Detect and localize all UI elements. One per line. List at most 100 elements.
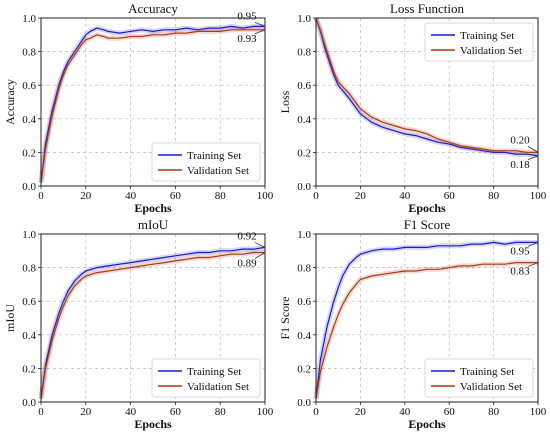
y-tick-label: 0.8 [22,263,36,275]
x-tick-label: 60 [170,406,182,418]
legend-label: Training Set [460,30,514,42]
x-tick-label: 60 [170,190,182,202]
end-value-annotation: 0.89 [237,257,257,269]
chart-title: mIoU [138,217,169,232]
y-tick-label: 1.0 [297,229,311,241]
y-tick-label: 0.2 [297,147,311,159]
legend: Training Set Validation Set [151,142,261,182]
series-line-validation [40,251,265,399]
y-tick-label: 0.2 [297,363,311,375]
end-value-annotation: 0.95 [510,245,530,257]
x-tick-label: 0 [313,406,319,418]
series-line-validation [40,29,265,183]
x-tick-label: 100 [257,190,274,202]
x-axis-label: Epochs [134,417,172,431]
x-tick-label: 20 [80,190,92,202]
x-tick-label: 20 [355,190,367,202]
legend-label: Training Set [187,150,241,162]
y-tick-label: 0.6 [297,296,311,308]
y-tick-label: 0.8 [22,47,36,59]
legend: Training Set Validation Set [151,358,261,398]
annotation-leader [527,262,539,267]
series-line-training [40,25,265,183]
annotation-leader [254,22,266,27]
y-axis-label: F1 Score [278,297,292,340]
y-tick-label: 0.2 [22,147,36,159]
y-tick-label: 0.4 [22,330,36,342]
plot-frame [40,233,266,403]
y-tick-label: 0.6 [22,296,36,308]
x-axis-label: Epochs [408,417,446,431]
annotation-leader [254,252,266,259]
series-line-validation [315,17,538,153]
x-tick-label: 100 [530,406,547,418]
annotation-leader [527,146,539,153]
x-tick-label: 80 [488,406,500,418]
legend-box [424,22,534,62]
plot-frame [315,233,539,403]
x-tick-label: 100 [257,406,274,418]
legend: Training Set Validation Set [424,358,534,398]
x-tick-label: 100 [530,190,547,202]
x-tick-label: 80 [488,190,500,202]
y-tick-label: 0.2 [22,363,36,375]
end-value-annotation: 0.93 [237,33,257,45]
x-tick-label: 20 [355,406,367,418]
x-tick-label: 20 [80,406,92,418]
annotation-leader [254,29,266,35]
y-tick-label: 0.4 [297,330,311,342]
y-axis-label: Accuracy [3,79,17,125]
annotation-leader [254,242,266,248]
y-tick-label: 0.0 [22,397,36,409]
x-axis-label: Epochs [408,201,446,215]
y-tick-label: 0.8 [297,47,311,59]
chart-panel-3: 0 20 40 60 80 100 0.0 0.2 0.4 0.6 0.8 1.0 mIoU Epochs… [3,217,274,431]
x-axis-label: Epochs [134,201,172,215]
x-tick-label: 60 [444,406,456,418]
y-tick-label: 1.0 [22,229,36,241]
legend-label: Validation Set [460,45,522,57]
x-tick-label: 40 [125,190,137,202]
end-value-annotation: 0.20 [510,134,530,146]
x-tick-label: 60 [444,190,456,202]
legend-box [151,358,261,398]
series-line-validation [315,262,538,399]
series-line-training [315,17,539,157]
legend-label: Training Set [460,366,514,378]
annotation-leader [527,242,539,247]
legend-label: Validation Set [187,165,249,177]
x-tick-label: 0 [313,190,319,202]
end-value-annotation: 0.95 [237,10,257,22]
chart-panel-4: 0 20 40 60 80 100 0.0 0.2 0.4 0.6 0.8 1.0 F1 Score Ep… [278,217,547,431]
chart-title: F1 Score [404,217,451,232]
y-tick-label: 0.4 [297,114,311,126]
y-axis-label: mIoU [3,304,17,332]
legend-label: Training Set [187,366,241,378]
x-tick-label: 0 [38,406,44,418]
y-tick-label: 0.4 [22,114,36,126]
chart-title: Loss Function [390,1,465,16]
legend-box [151,142,261,182]
legend: Training Set Validation Set [424,22,534,62]
x-tick-label: 40 [399,190,411,202]
legend-label: Validation Set [187,381,249,393]
series-line-training [315,241,538,399]
y-tick-label: 0.8 [297,263,311,275]
y-tick-label: 0.0 [297,181,311,193]
plot-frame [315,17,539,187]
x-tick-label: 0 [38,190,44,202]
y-tick-label: 0.0 [22,181,36,193]
x-tick-label: 80 [215,406,227,418]
y-tick-label: 0.6 [22,80,36,92]
x-tick-label: 80 [215,190,227,202]
end-value-annotation: 0.18 [510,159,530,171]
legend-box [424,358,534,398]
end-value-annotation: 0.83 [510,266,530,278]
end-value-annotation: 0.92 [237,230,256,242]
y-tick-label: 0.6 [297,80,311,92]
legend-label: Validation Set [460,381,522,393]
plot-frame [40,17,266,187]
series-line-training [40,246,266,399]
y-axis-label: Loss [278,90,292,113]
